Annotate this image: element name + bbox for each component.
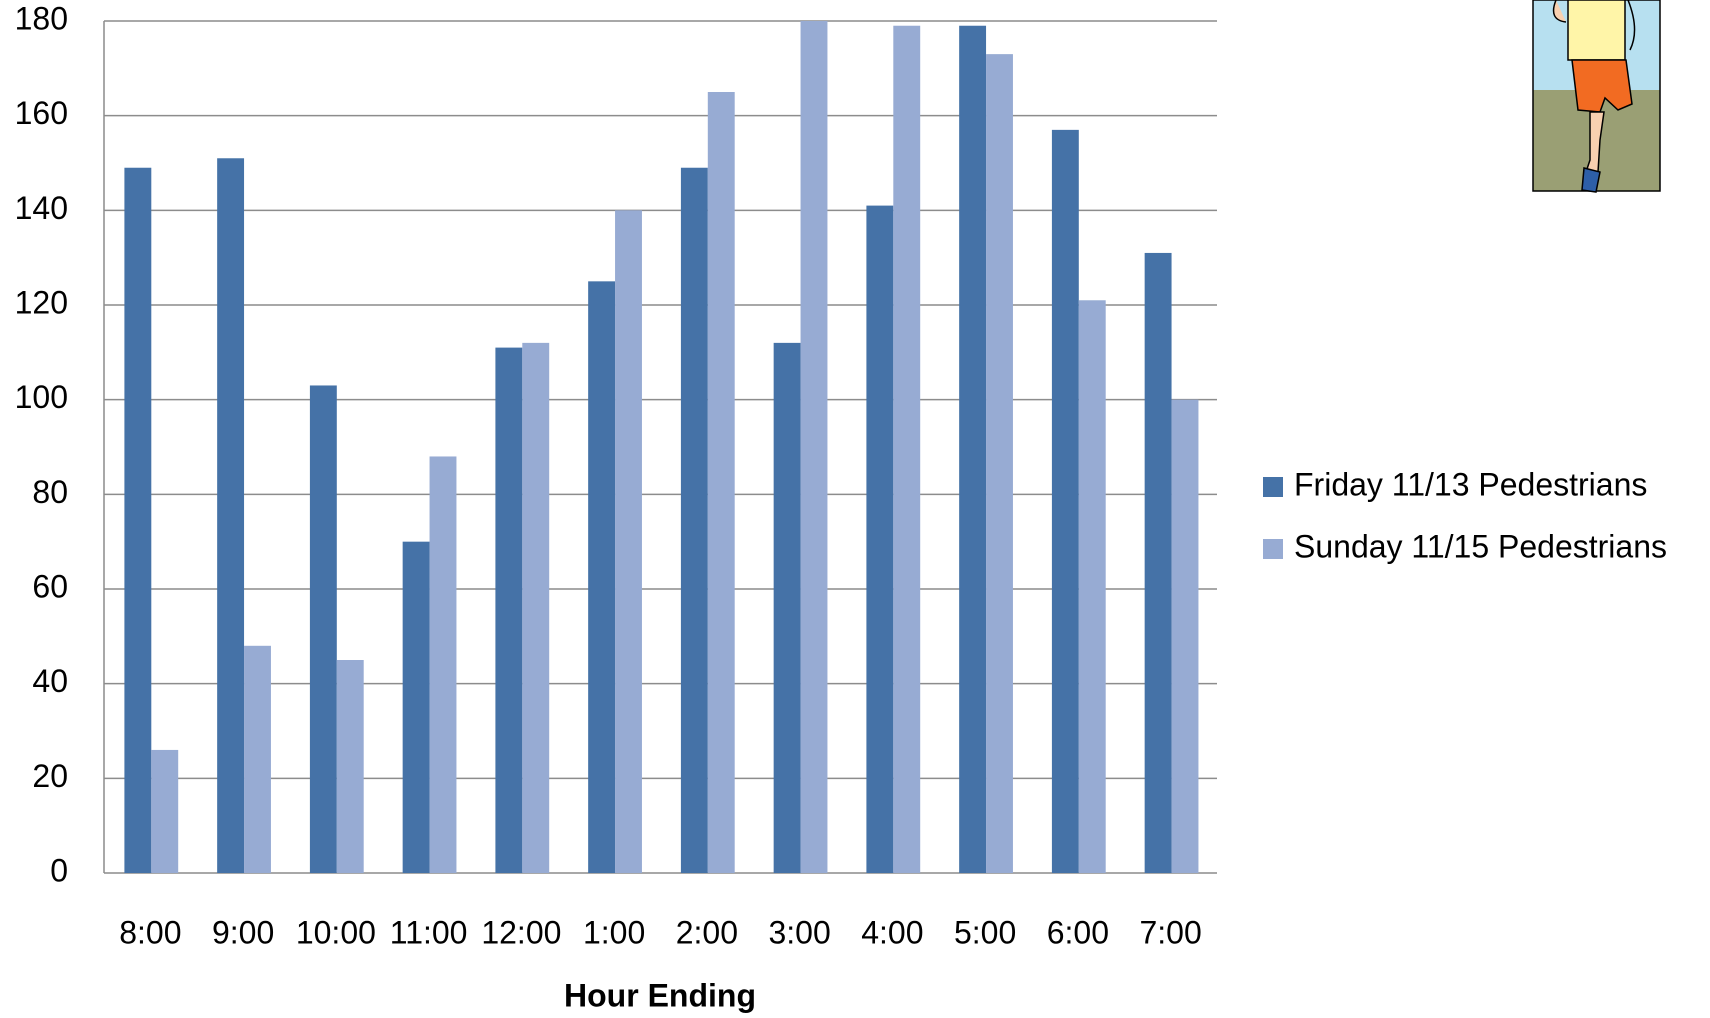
legend-swatch [1263,539,1283,559]
bar [244,645,271,873]
x-tick-label: 9:00 [212,914,274,950]
bar [495,347,523,874]
x-tick-label: 10:00 [296,914,376,950]
x-tick-label: 7:00 [1139,914,1201,950]
y-tick-label: 100 [15,379,68,415]
bar [866,205,894,874]
bar [800,21,828,873]
y-tick-label: 180 [15,0,68,36]
x-tick-label: 3:00 [768,914,830,950]
bar [309,385,337,873]
y-tick-label: 20 [32,758,68,794]
bar [773,342,801,873]
y-tick-label: 140 [15,190,68,226]
y-tick-label: 60 [32,568,68,604]
x-tick-label: 11:00 [390,914,468,950]
bar [959,25,987,873]
bar [402,541,430,873]
legend-label: Friday 11/13 Pedestrians [1294,466,1647,502]
bar [588,281,616,873]
bar [124,167,152,873]
x-tick-label: 5:00 [954,914,1016,950]
bar [680,167,708,873]
runner-clipart [1532,0,1661,193]
bar [986,54,1013,873]
x-tick-label: 12:00 [481,914,561,950]
bar [429,456,457,873]
legend-label: Sunday 11/15 Pedestrians [1294,528,1667,564]
x-axis-title: Hour Ending [564,977,756,1013]
bar [707,92,735,873]
y-tick-label: 0 [50,852,68,888]
x-tick-label: 6:00 [1047,914,1109,950]
bar [1078,300,1106,873]
y-tick-label: 80 [32,474,68,510]
bar [336,660,364,873]
bar [151,749,179,873]
bar [615,210,642,874]
bar [1051,129,1079,873]
legend-swatch [1263,477,1283,497]
x-tick-label: 4:00 [861,914,923,950]
y-tick-label: 40 [32,663,68,699]
bar [522,342,550,873]
bar [1144,252,1172,873]
x-tick-label: 1:00 [583,914,645,950]
y-tick-label: 160 [15,95,68,131]
bar [217,158,245,873]
x-tick-label: 2:00 [676,914,738,950]
bar [893,25,921,873]
bar [1171,399,1199,873]
y-tick-label: 120 [15,284,68,320]
x-tick-label: 8:00 [119,914,181,950]
